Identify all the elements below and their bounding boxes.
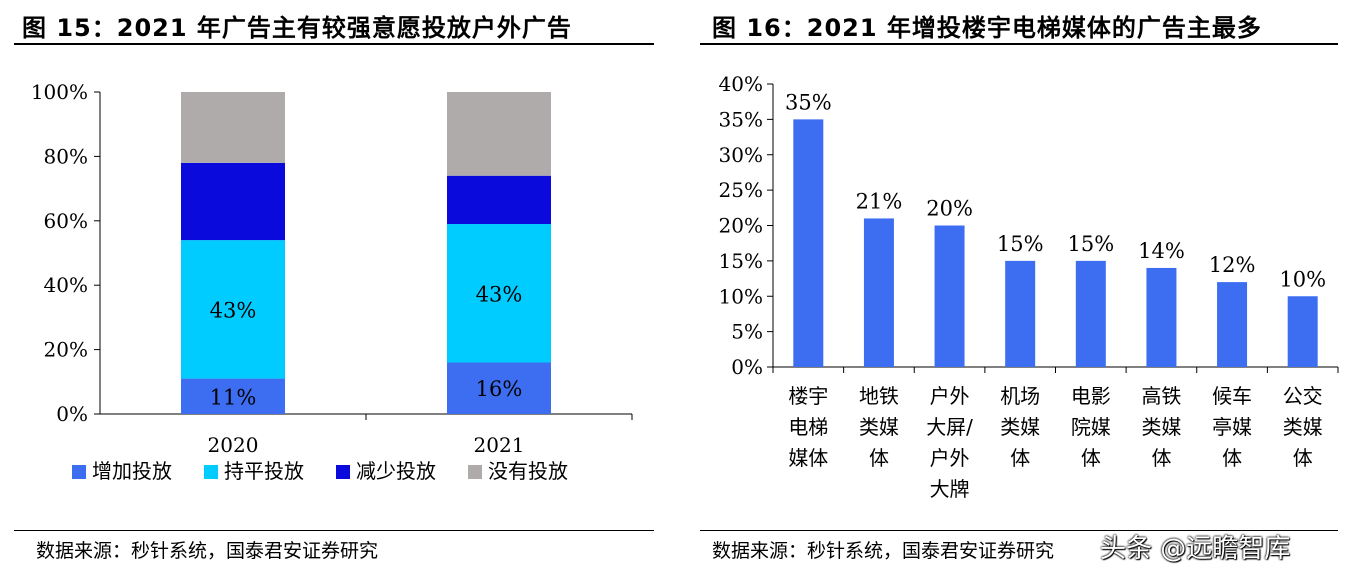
bar-segment-2 (181, 162, 285, 241)
y-tick-label: 10% (719, 284, 763, 308)
bar-chart: 0% 5% 10% 15% 20% 25% 30% 35% 40% 35% 楼宇电梯媒体 21% 地铁类… (719, 72, 1339, 501)
x-category-label-line: 大牌 (930, 477, 970, 501)
x-category-label-line: 体 (1081, 446, 1101, 470)
y-tick-label: 15% (719, 249, 763, 273)
source-rule-right (700, 530, 1338, 531)
bar-segment-1 (181, 240, 285, 379)
legend-label: 没有投放 (488, 459, 568, 483)
bar (1217, 282, 1248, 367)
x-category-label-line: 体 (869, 446, 889, 470)
bar (863, 218, 894, 367)
x-category-label-line: 类媒 (1000, 415, 1040, 439)
source-note-right: 数据来源：秒针系统，国泰君安证券研究 (712, 540, 1055, 562)
bar (934, 225, 965, 367)
x-category-label-line: 机场 (1000, 384, 1040, 408)
x-category-label-line: 体 (1010, 446, 1030, 470)
x-category-label-line: 类媒 (1283, 415, 1323, 439)
watermark: 头条 @远瞻智库 (1100, 534, 1291, 564)
y-tick-label: 0% (56, 402, 88, 426)
chart-title-right: 图 16：2021 年增投楼宇电梯媒体的广告主最多 (712, 14, 1262, 42)
bar (1287, 296, 1318, 367)
legend-swatch-3 (468, 465, 482, 479)
x-category-label-line: 类媒 (1141, 415, 1181, 439)
data-label: 16% (476, 377, 523, 401)
x-category-label-line: 体 (1151, 446, 1171, 470)
x-category-label: 公交类媒体 (1283, 384, 1323, 470)
data-label: 10% (1279, 267, 1326, 291)
y-tick-label: 80% (44, 144, 88, 168)
data-label: 14% (1138, 239, 1185, 263)
x-category-label-line: 体 (1222, 446, 1242, 470)
y-tick-label: 40% (719, 72, 763, 96)
x-category-label-line: 户外 (930, 384, 970, 408)
bar-segment-2 (447, 175, 551, 225)
y-tick-label: 20% (44, 338, 88, 362)
data-label: 20% (926, 197, 973, 221)
x-category-label-line: 院媒 (1071, 415, 1111, 439)
x-category-label-line: 候车 (1212, 384, 1252, 408)
y-tick-label: 30% (719, 143, 763, 167)
legend-label: 增加投放 (92, 459, 172, 483)
bar (1005, 260, 1036, 367)
bar-segment-3 (181, 92, 285, 163)
data-label: 15% (997, 232, 1044, 256)
y-tick-label: 25% (719, 178, 763, 202)
bar-segment-3 (447, 92, 551, 176)
source-note-left: 数据来源：秒针系统，国泰君安证券研究 (36, 540, 379, 562)
bar (1146, 267, 1177, 367)
x-category-label: 2021 (474, 433, 525, 457)
x-category-label-line: 地铁 (859, 384, 899, 408)
y-tick-label: 20% (719, 214, 763, 238)
y-tick-label: 0% (731, 355, 763, 379)
x-category-label-line: 公交 (1283, 384, 1323, 408)
legend-swatch-1 (204, 465, 218, 479)
x-category-label-line: 类媒 (859, 415, 899, 439)
x-category-label-line: 大屏/ (926, 415, 973, 439)
x-category-label-line: 户外 (930, 446, 970, 470)
bar-segment-1 (447, 224, 551, 363)
legend-swatch-0 (72, 465, 86, 479)
y-tick-label: 5% (731, 320, 763, 344)
data-label: 43% (476, 282, 523, 306)
x-category-label: 高铁类媒体 (1141, 384, 1181, 470)
bar (793, 119, 824, 367)
bar-segment-0 (447, 362, 551, 414)
y-tick-label: 35% (719, 107, 763, 131)
x-category-label-line: 高铁 (1141, 384, 1181, 408)
data-label: 43% (210, 298, 257, 322)
legend-label: 持平投放 (224, 459, 304, 483)
x-category-label: 2020 (208, 433, 259, 457)
y-tick-label: 40% (44, 273, 88, 297)
chart-panel-right: 图 16：2021 年增投楼宇电梯媒体的广告主最多 0% 5% 10% 15% 20% 2… (700, 0, 1366, 579)
x-category-label-line: 电梯 (788, 415, 828, 439)
x-category-label: 候车亭媒体 (1212, 384, 1252, 470)
x-category-label-line: 楼宇 (788, 384, 828, 408)
x-category-label-line: 媒体 (788, 446, 828, 470)
chart-title-left: 图 15：2021 年广告主有较强意愿投放户外广告 (22, 14, 572, 42)
x-category-label-line: 电影 (1071, 384, 1111, 408)
x-category-label: 电影院媒体 (1071, 384, 1111, 470)
data-label: 21% (856, 189, 903, 213)
x-category-label: 机场类媒体 (1000, 384, 1040, 470)
x-category-label: 地铁类媒体 (859, 384, 899, 470)
data-label: 15% (1067, 232, 1114, 256)
bar (1075, 260, 1106, 367)
data-label: 11% (210, 385, 257, 409)
title-rule-right (700, 43, 1338, 45)
bar-segment-0 (181, 378, 285, 414)
chart-panel-left: 图 15：2021 年广告主有较强意愿投放户外广告 0% 20% 40% 60% 80%… (0, 0, 660, 579)
y-tick-label: 60% (44, 209, 88, 233)
x-category-label-line: 体 (1293, 446, 1313, 470)
source-rule-left (14, 530, 654, 531)
data-label: 12% (1209, 253, 1256, 277)
x-category-label-line: 亭媒 (1212, 415, 1252, 439)
data-label: 35% (785, 90, 832, 114)
stacked-bar-chart: 0% 20% 40% 60% 80% 100% 11% 43% 2020 16% 43% 2021 增加… (31, 80, 633, 483)
title-rule-left (14, 43, 654, 45)
x-category-label: 户外大屏/户外大牌 (926, 384, 973, 501)
x-category-label: 楼宇电梯媒体 (788, 384, 828, 470)
legend-swatch-2 (336, 465, 350, 479)
y-tick-label: 100% (31, 80, 88, 104)
legend-label: 减少投放 (356, 459, 436, 483)
